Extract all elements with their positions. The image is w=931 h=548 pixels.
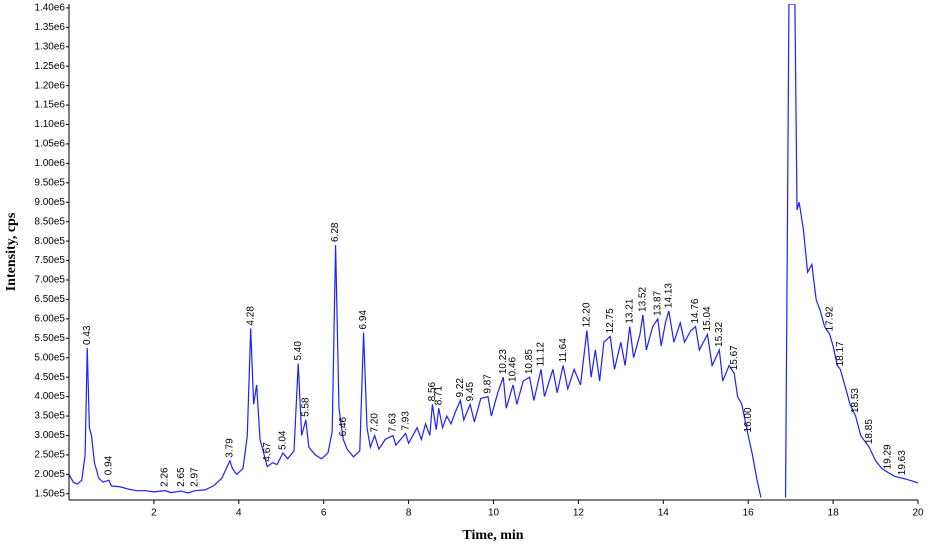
trace bbox=[69, 4, 918, 498]
y-tick-label: 4.50e5 bbox=[34, 372, 65, 383]
peak-label: 15.67 bbox=[729, 345, 740, 370]
peak-label: 4.28 bbox=[245, 306, 256, 326]
x-tick-label: 18 bbox=[828, 508, 840, 519]
x-tick-label: 8 bbox=[406, 508, 412, 519]
peak-label: 15.32 bbox=[714, 321, 725, 346]
y-tick-label: 1.35e6 bbox=[34, 22, 65, 33]
peak-label: 11.64 bbox=[558, 338, 569, 363]
x-tick-label: 6 bbox=[321, 508, 327, 519]
peak-label: 19.29 bbox=[883, 444, 894, 469]
peak-label: 14.13 bbox=[663, 283, 674, 308]
y-tick-label: 7.50e5 bbox=[34, 255, 65, 266]
peak-label: 8.56 bbox=[427, 381, 438, 401]
peak-label: 18.17 bbox=[835, 341, 846, 366]
x-tick-label: 2 bbox=[151, 508, 157, 519]
y-axis-title: Intensity, cps bbox=[4, 212, 19, 291]
peak-label: 8.71 bbox=[433, 385, 444, 405]
y-tick-label: 1.40e6 bbox=[34, 3, 65, 14]
y-tick-label: 1.50e5 bbox=[34, 488, 65, 499]
x-tick-label: 20 bbox=[912, 508, 924, 519]
y-tick-label: 1.15e6 bbox=[34, 100, 65, 111]
y-tick-label: 8.50e5 bbox=[34, 216, 65, 227]
peak-label: 6.28 bbox=[330, 222, 341, 242]
y-tick-label: 3.50e5 bbox=[34, 411, 65, 422]
x-axis-title: Time, min bbox=[462, 528, 523, 543]
peak-label: 13.87 bbox=[652, 290, 663, 315]
peak-label: 11.12 bbox=[536, 342, 547, 367]
y-tick-label: 1.30e6 bbox=[34, 41, 65, 52]
peak-label: 13.21 bbox=[624, 298, 635, 323]
peak-label: 6.46 bbox=[338, 416, 349, 436]
x-tick-label: 14 bbox=[658, 508, 670, 519]
peak-label: 17.92 bbox=[824, 306, 835, 331]
peak-label: 2.65 bbox=[176, 467, 187, 487]
y-tick-label: 9.50e5 bbox=[34, 177, 65, 188]
y-tick-label: 5.00e5 bbox=[34, 352, 65, 363]
peak-label: 19.63 bbox=[897, 450, 908, 475]
peak-label: 5.40 bbox=[293, 341, 304, 361]
y-tick-label: 1.10e6 bbox=[34, 119, 65, 130]
peak-label: 10.85 bbox=[524, 349, 535, 374]
y-tick-label: 6.50e5 bbox=[34, 294, 65, 305]
x-tick-label: 12 bbox=[573, 508, 585, 519]
y-tick-label: 1.25e6 bbox=[34, 61, 65, 72]
y-tick-label: 8.00e5 bbox=[34, 236, 65, 247]
peak-label: 0.43 bbox=[82, 325, 93, 345]
peak-label: 12.75 bbox=[605, 308, 616, 333]
peak-label: 4.67 bbox=[262, 442, 273, 462]
peak-label: 14.76 bbox=[690, 298, 701, 323]
y-tick-label: 3.00e5 bbox=[34, 430, 65, 441]
x-tick-label: 10 bbox=[488, 508, 500, 519]
y-tick-label: 4.00e5 bbox=[34, 391, 65, 402]
peak-label: 12.20 bbox=[582, 302, 593, 327]
peak-label: 9.22 bbox=[455, 378, 466, 398]
x-tick-label: 4 bbox=[236, 508, 242, 519]
y-tick-label: 9.00e5 bbox=[34, 197, 65, 208]
peak-label: 5.58 bbox=[301, 397, 312, 417]
peak-label: 9.45 bbox=[465, 381, 476, 401]
peak-label: 18.85 bbox=[864, 419, 875, 444]
x-tick-label: 16 bbox=[743, 508, 755, 519]
y-tick-label: 2.00e5 bbox=[34, 469, 65, 480]
peak-label: 9.87 bbox=[483, 374, 494, 394]
peak-label: 7.63 bbox=[388, 413, 399, 433]
peak-label: 5.04 bbox=[278, 430, 289, 450]
peak-label: 13.52 bbox=[638, 287, 649, 312]
y-tick-label: 1.05e6 bbox=[34, 139, 65, 150]
peak-label: 3.79 bbox=[225, 438, 236, 458]
peak-label: 16.00 bbox=[743, 407, 754, 432]
y-tick-label: 5.50e5 bbox=[34, 333, 65, 344]
peak-label: 6.94 bbox=[358, 310, 369, 330]
y-tick-label: 7.00e5 bbox=[34, 275, 65, 286]
peak-label: 10.23 bbox=[498, 349, 509, 374]
peak-label: 10.46 bbox=[508, 356, 519, 381]
y-tick-label: 6.00e5 bbox=[34, 313, 65, 324]
y-tick-label: 1.00e6 bbox=[34, 158, 65, 169]
peak-label: 7.20 bbox=[369, 413, 380, 433]
y-tick-label: 2.50e5 bbox=[34, 450, 65, 461]
peak-label: 0.94 bbox=[104, 455, 115, 475]
peak-label: 18.53 bbox=[850, 388, 861, 413]
y-tick-label: 1.20e6 bbox=[34, 80, 65, 91]
peak-label: 2.97 bbox=[190, 467, 201, 487]
peak-label: 2.26 bbox=[160, 467, 171, 487]
peak-label: 15.04 bbox=[702, 306, 713, 331]
peak-label: 7.93 bbox=[400, 411, 411, 431]
